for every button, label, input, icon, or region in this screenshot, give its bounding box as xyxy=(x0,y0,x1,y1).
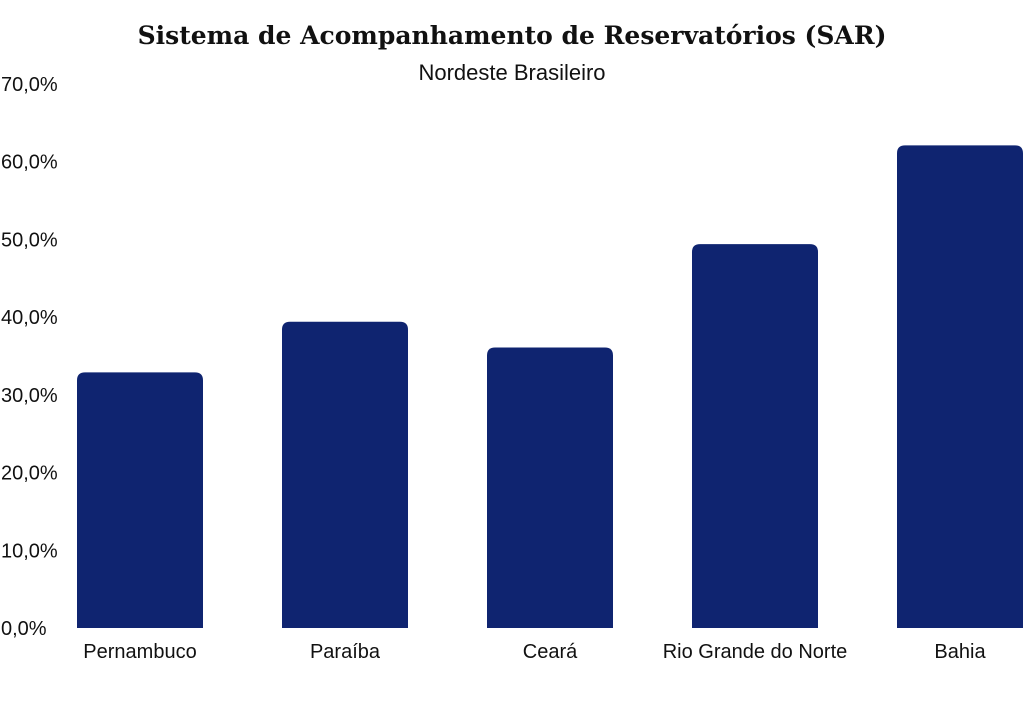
chart-subtitle: Nordeste Brasileiro xyxy=(418,60,605,85)
bar-rio-grande-do-norte xyxy=(692,244,818,628)
x-tick-label: Ceará xyxy=(523,641,578,663)
x-axis: Pernambuco Paraíba Ceará Rio Grande do Nort… xyxy=(83,641,986,663)
x-tick-label: Rio Grande do Norte xyxy=(663,641,848,663)
bar-bahia xyxy=(897,145,1023,628)
y-tick-label: 40,0% xyxy=(1,307,58,329)
x-tick-label: Bahia xyxy=(934,641,986,663)
bar-para-ba xyxy=(282,321,408,628)
y-tick-label: 10,0% xyxy=(1,540,58,562)
y-tick-label: 70,0% xyxy=(1,74,58,96)
y-tick-label: 60,0% xyxy=(1,152,58,174)
y-tick-label: 0,0% xyxy=(1,618,47,640)
y-tick-label: 50,0% xyxy=(1,229,58,251)
bar-pernambuco xyxy=(77,372,203,628)
x-tick-label: Paraíba xyxy=(310,641,381,663)
bar-cear- xyxy=(487,347,613,628)
y-tick-label: 30,0% xyxy=(1,385,58,407)
bars xyxy=(77,145,1023,628)
y-tick-label: 20,0% xyxy=(1,463,58,485)
y-axis: 0,0% 10,0% 20,0% 30,0% 40,0% 50,0% 60,0% 70,0% xyxy=(1,74,58,640)
chart-title: Sistema de Acompanhamento de Reservatóri… xyxy=(138,21,887,50)
x-tick-label: Pernambuco xyxy=(83,641,196,663)
